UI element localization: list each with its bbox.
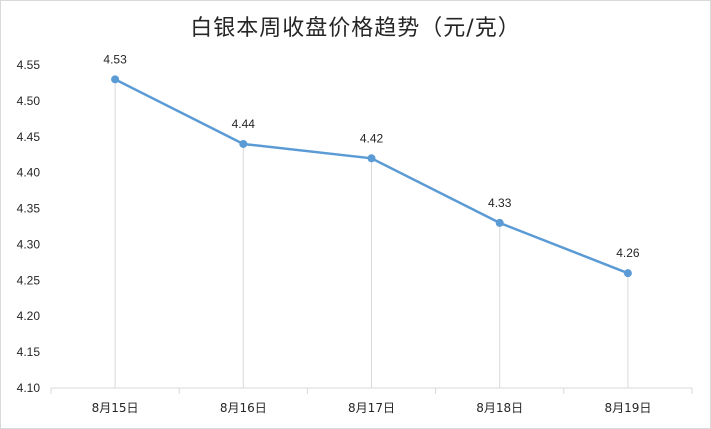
data-point	[239, 139, 248, 148]
y-tick-label: 4.50	[17, 94, 41, 108]
y-tick-label: 4.30	[17, 237, 41, 251]
data-label: 4.26	[616, 246, 640, 260]
data-point	[623, 269, 632, 278]
x-tick-label: 8月19日	[604, 401, 651, 415]
x-tick-label: 8月15日	[92, 401, 139, 415]
x-tick-label: 8月18日	[476, 401, 523, 415]
y-tick-label: 4.15	[17, 345, 41, 359]
drop-lines	[114, 79, 629, 388]
data-point	[495, 218, 504, 227]
y-tick-label: 4.10	[17, 381, 41, 395]
y-tick-label: 4.55	[17, 58, 41, 72]
data-label: 4.44	[232, 117, 256, 131]
chart-title: 白银本周收盘价格趋势（元/克）	[190, 16, 521, 41]
data-label: 4.53	[103, 52, 127, 66]
data-label: 4.42	[360, 131, 384, 145]
x-tick-label: 8月17日	[348, 401, 395, 415]
data-labels: 4.53 4.44 4.42 4.33 4.26	[103, 52, 639, 260]
y-tick-label: 4.40	[17, 166, 41, 180]
data-point	[367, 154, 376, 163]
x-axis: 8月15日 8月16日 8月17日 8月18日 8月19日	[50, 387, 693, 415]
y-axis: 4.10 4.15 4.20 4.25 4.30 4.35 4.40 4.45 4.50 4.55	[17, 58, 41, 395]
y-tick-label: 4.20	[17, 309, 41, 323]
data-point	[111, 75, 120, 84]
y-tick-label: 4.25	[17, 273, 41, 287]
y-tick-label: 4.45	[17, 130, 41, 144]
data-label: 4.33	[488, 196, 512, 210]
x-tick-label: 8月16日	[220, 401, 267, 415]
series-line-group	[111, 75, 632, 278]
y-tick-label: 4.35	[17, 202, 41, 216]
